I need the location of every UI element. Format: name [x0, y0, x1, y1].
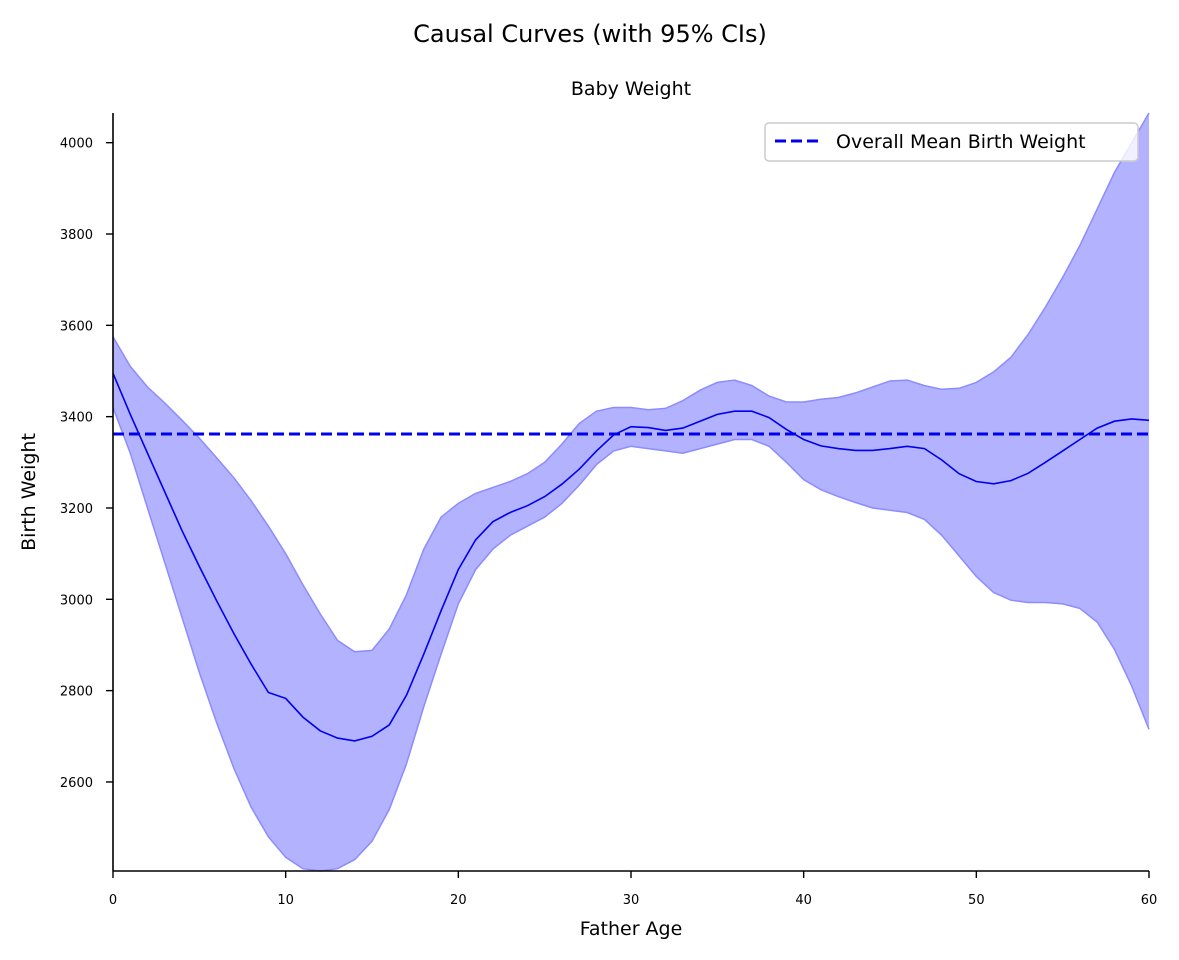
x-axis-label: Father Age — [580, 918, 683, 940]
chart-suptitle: Causal Curves (with 95% CIs) — [413, 20, 767, 48]
x-tick-label: 60 — [1141, 893, 1158, 908]
y-tick-label: 3400 — [60, 411, 93, 426]
y-tick-label: 3800 — [60, 228, 93, 243]
plot-area — [112, 112, 1150, 872]
axes: 0 10 20 30 40 50 60 2600 2800 3000 3200 3400 3600 38… — [60, 113, 1157, 908]
y-tick-label: 2800 — [60, 685, 93, 700]
x-tick-label: 20 — [450, 893, 467, 908]
y-axis-label: Birth Weight — [18, 433, 40, 551]
legend: Overall Mean Birth Weight — [764, 122, 1139, 162]
y-tick-label: 4000 — [60, 137, 93, 152]
legend-box — [764, 122, 1139, 162]
x-tick-label: 40 — [795, 893, 812, 908]
y-tick-label: 3000 — [60, 593, 93, 608]
y-tick-label: 3600 — [60, 319, 93, 334]
y-ticks: 2600 2800 3000 3200 3400 3600 3800 4000 — [60, 137, 113, 791]
x-tick-label: 30 — [623, 893, 640, 908]
x-tick-label: 10 — [277, 893, 294, 908]
causal-curve-line — [112, 372, 1150, 742]
confidence-band-upper-edge — [112, 112, 1150, 653]
y-tick-label: 3200 — [60, 502, 93, 517]
x-tick-label: 50 — [968, 893, 985, 908]
confidence-band — [113, 113, 1149, 871]
y-tick-label: 2600 — [60, 776, 93, 791]
chart-title: Baby Weight — [571, 78, 691, 100]
legend-label-mean: Overall Mean Birth Weight — [836, 131, 1086, 153]
x-ticks: 0 10 20 30 40 50 60 — [109, 871, 1157, 908]
x-tick-label: 0 — [109, 893, 117, 908]
confidence-band-lower-edge — [112, 407, 1150, 872]
